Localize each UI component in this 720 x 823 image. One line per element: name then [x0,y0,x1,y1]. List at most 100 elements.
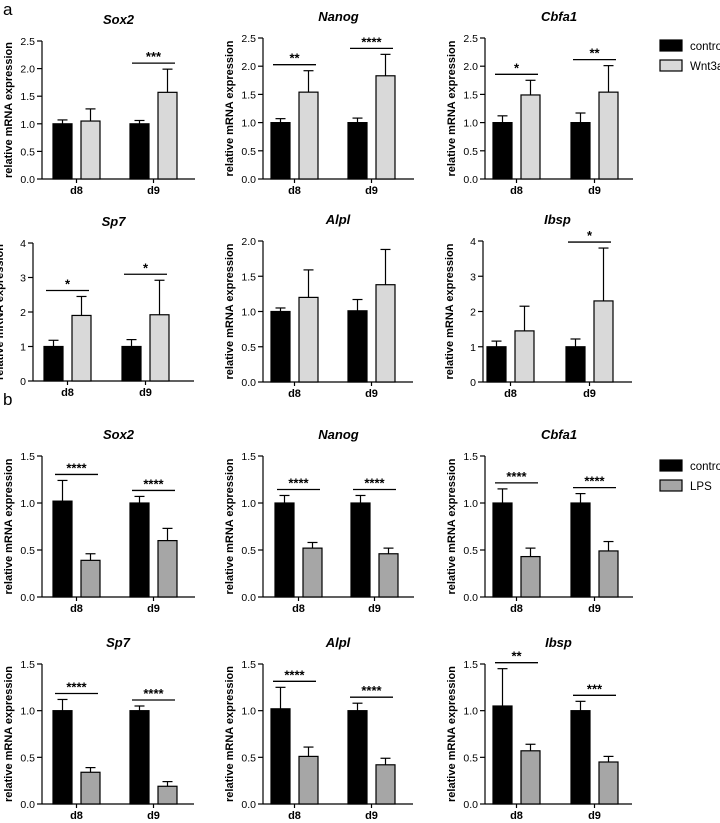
y-axis-label: relative mRNA expression [224,458,236,594]
bar-wnt3a-d8 [520,94,541,180]
y-axis-label: relative mRNA expression [3,666,15,802]
y-tick-label: 2 [20,307,26,319]
bar-lps-d8 [298,755,319,805]
y-tick-label: 1 [20,342,26,354]
bar-control-d9 [129,123,150,180]
chart-a-sox2: Sox2 relative mRNA expression 0.0 0.5 1.0 1.5… [3,12,195,197]
x-tick-label: d9 [365,388,378,400]
y-tick-label: 0.5 [241,545,256,557]
bar-control-d8 [270,121,291,180]
y-tick-label: 2.0 [241,236,256,248]
y-tick-label: 1.0 [463,706,478,718]
y-axis-label: relative mRNA expression [446,40,458,176]
bar-control-d8 [492,705,513,805]
y-tick-label: 2.0 [20,64,35,76]
chart-b-sox2: Sox2 relative mRNA expression 0.0 0.5 1.0 1.5… [3,427,195,615]
y-tick-label: 1.5 [463,89,478,101]
x-tick-label: d8 [288,810,301,822]
x-tick-label: d9 [365,185,378,197]
bar-lps-d8 [80,559,101,598]
bar-control-d9 [121,345,142,382]
legend-label-b-1: LPS [690,481,712,493]
x-tick-label: d9 [147,810,160,822]
bar-lps-d8 [80,771,101,805]
bar-wnt3a-d9 [593,300,614,383]
y-tick-label: 0.0 [20,799,35,811]
y-tick-label: 1.0 [20,498,35,510]
chart-b-ibsp: Ibsp relative mRNA expression 0.0 0.5 1.0 1.5… [446,635,632,822]
significance-label: ** [511,649,522,664]
bar-control-d8 [270,708,291,805]
chart-title: Nanog [318,427,359,442]
bar-wnt3a-d9 [149,314,170,382]
y-tick-label: 1.0 [20,706,35,718]
bar-control-d9 [565,346,586,383]
bar-control-d9 [129,710,150,805]
bar-control-d8 [270,310,291,383]
y-tick-label: 0 [470,377,476,389]
significance-label: **** [66,460,87,475]
y-tick-label: 1.5 [241,89,256,101]
panel-label-b: b [3,390,12,409]
bar-control-d8 [52,123,73,180]
y-tick-label: 1.5 [241,659,256,671]
y-tick-label: 1.5 [241,451,256,463]
significance-label: *** [587,681,603,696]
y-tick-label: 0.5 [20,146,35,158]
y-tick-label: 0.5 [20,752,35,764]
bar-control-d9 [570,502,591,598]
bar-lps-d8 [520,750,541,805]
x-tick-label: d8 [292,603,305,615]
x-tick-label: d8 [510,603,523,615]
legend-label-b-0: control [690,461,720,473]
legend-swatch-b-0 [659,459,683,472]
bar-wnt3a-d8 [71,314,92,382]
y-axis-label: relative mRNA expression [3,42,15,178]
y-tick-label: 0.5 [463,146,478,158]
y-tick-label: 3 [470,271,476,283]
significance-label: **** [506,469,527,484]
y-tick-label: 1.5 [20,91,35,103]
y-tick-label: 1.0 [241,498,256,510]
y-tick-label: 1.0 [241,118,256,130]
significance-label: **** [66,679,87,694]
significance-label: **** [361,683,382,698]
chart-title: Ibsp [544,212,571,227]
y-axis-label: relative mRNA expression [446,458,458,594]
x-tick-label: d8 [288,388,301,400]
legends-group: control Wnt3a control LPS [659,39,720,493]
y-tick-label: 1.0 [463,118,478,130]
x-tick-label: d8 [504,388,517,400]
bar-lps-d9 [157,539,178,598]
bar-wnt3a-d9 [157,91,178,180]
x-tick-label: d9 [588,810,601,822]
chart-title: Cbfa1 [541,9,577,24]
bar-control-d8 [486,346,507,383]
x-tick-label: d9 [147,185,160,197]
significance-label: ** [589,46,600,61]
y-tick-label: 2.5 [463,33,478,45]
x-tick-label: d8 [61,387,74,399]
y-tick-label: 2.0 [241,61,256,73]
chart-a-alpl: Alpl relative mRNA expression 0.0 0.5 1.0 1.5… [224,212,413,400]
x-tick-label: d9 [139,387,152,399]
chart-title: Ibsp [545,635,572,650]
y-tick-label: 2.5 [20,36,35,48]
chart-b-nanog: Nanog relative mRNA expression 0.0 0.5 1.0 1.… [224,427,414,615]
chart-b-cbfa1: Cbfa1 relative mRNA expression 0.0 0.5 1.0 1.… [446,427,633,615]
y-tick-label: 2 [470,307,476,319]
chart-b-alpl: Alpl relative mRNA expression 0.0 0.5 1.0 1.5… [224,635,413,822]
y-tick-label: 0.0 [463,799,478,811]
y-tick-label: 0.0 [463,174,478,186]
bar-wnt3a-d9 [598,91,619,180]
chart-b-sp7: Sp7 relative mRNA expression 0.0 0.5 1.0 1.5 d… [3,635,194,822]
y-tick-label: 1.5 [463,659,478,671]
y-tick-label: 0.0 [20,592,35,604]
bar-lps-d9 [157,785,178,805]
y-axis-label: relative mRNA expression [444,243,456,379]
y-tick-label: 0.0 [241,799,256,811]
legend-swatch-a-0 [659,39,683,52]
x-tick-label: d9 [365,810,378,822]
y-tick-label: 0.5 [241,342,256,354]
y-tick-label: 0.5 [463,752,478,764]
